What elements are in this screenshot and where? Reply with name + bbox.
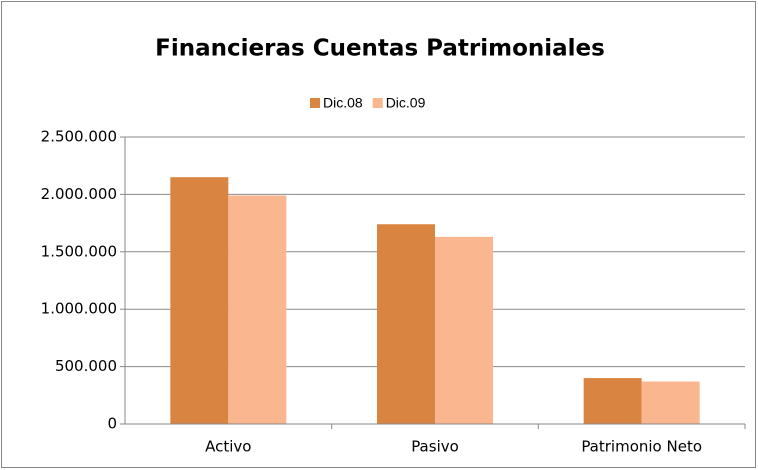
y-tick-label: 500.000	[55, 357, 117, 375]
legend-swatch	[310, 98, 320, 108]
y-tick-label: 1.000.000	[41, 300, 117, 318]
bar	[435, 236, 493, 424]
x-tick-label: Activo	[205, 438, 251, 456]
y-tick-label: 1.500.000	[41, 242, 117, 260]
chart-title: Financieras Cuentas Patrimoniales	[155, 36, 605, 62]
legend-label: Dic.08	[323, 95, 363, 111]
x-tick-label: Pasivo	[411, 438, 459, 456]
bar	[583, 378, 642, 424]
y-tick-label: 0	[107, 415, 117, 433]
bar	[170, 177, 229, 424]
bar	[641, 381, 700, 424]
bar	[377, 224, 435, 424]
y-tick-label: 2.500.000	[41, 128, 117, 146]
bar	[228, 195, 287, 424]
legend-swatch	[372, 98, 383, 108]
legend-label: Dic.09	[386, 95, 426, 111]
x-tick-label: Patrimonio Neto	[581, 438, 702, 456]
y-tick-label: 2.000.000	[41, 185, 117, 203]
